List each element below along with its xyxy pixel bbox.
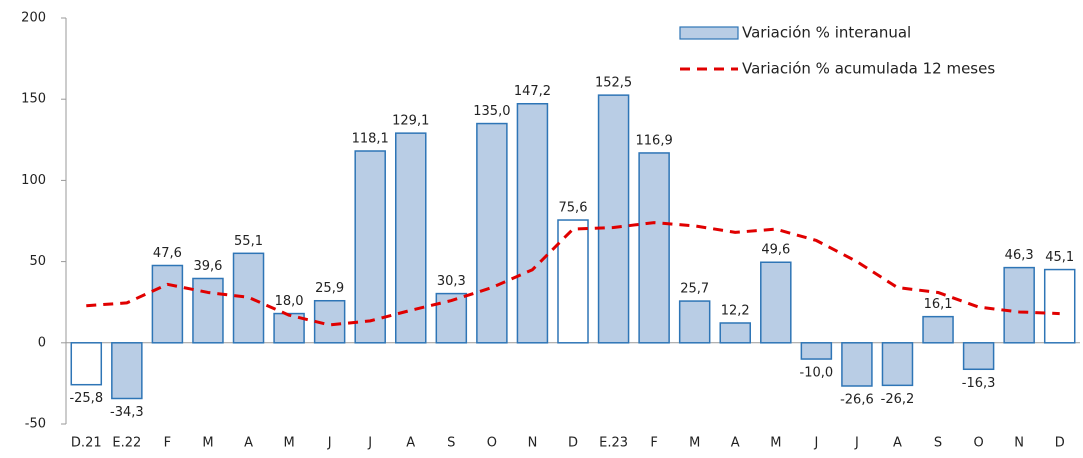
x-tick-label: A xyxy=(406,436,415,451)
value-label: 75,6 xyxy=(559,201,588,216)
value-label: 25,7 xyxy=(680,282,709,297)
y-tick-label: 0 xyxy=(38,335,46,350)
x-tick-label: O xyxy=(487,436,497,451)
x-tick-label: J xyxy=(813,436,818,451)
value-label: 25,9 xyxy=(315,281,344,296)
value-label: -25,8 xyxy=(69,391,103,406)
x-tick-label: F xyxy=(164,436,171,451)
bar xyxy=(678,300,711,344)
value-label: -16,3 xyxy=(962,376,996,391)
value-label: -26,6 xyxy=(840,392,874,407)
value-label: 30,3 xyxy=(437,274,466,289)
y-tick-label: -50 xyxy=(25,417,46,432)
bar xyxy=(516,102,549,344)
bar xyxy=(638,152,670,344)
bar xyxy=(111,342,143,400)
value-label: 47,6 xyxy=(153,246,182,261)
bar xyxy=(1003,266,1035,344)
x-tick-label: J xyxy=(367,436,372,451)
value-label: 129,1 xyxy=(392,114,429,129)
value-label: -10,0 xyxy=(800,366,834,381)
value-label: 118,1 xyxy=(352,132,389,147)
value-label: 12,2 xyxy=(721,303,750,318)
bar xyxy=(232,252,265,344)
bar xyxy=(881,342,914,387)
value-label: 46,3 xyxy=(1005,248,1034,263)
value-label: 49,6 xyxy=(761,243,790,258)
bar xyxy=(760,261,792,344)
x-tick-label: E.23 xyxy=(599,436,628,451)
x-tick-label: D.21 xyxy=(71,436,102,451)
value-label: 152,5 xyxy=(595,76,632,91)
y-tick-label: 200 xyxy=(21,11,46,26)
x-tick-label: S xyxy=(934,436,942,451)
x-tick-label: O xyxy=(973,436,983,451)
bar xyxy=(151,264,184,344)
bar xyxy=(354,150,386,344)
value-label: 116,9 xyxy=(636,133,673,148)
value-label: 39,6 xyxy=(193,259,222,274)
value-label: 16,1 xyxy=(924,297,953,312)
x-tick-label: M xyxy=(689,436,700,451)
x-tick-label: M xyxy=(202,436,213,451)
legend-label: Variación % acumulada 12 meses xyxy=(742,60,995,78)
x-tick-label: D xyxy=(568,436,578,451)
value-label: 135,0 xyxy=(473,104,510,119)
x-tick-label: S xyxy=(447,436,455,451)
legend-swatch xyxy=(679,26,739,40)
value-label: 147,2 xyxy=(514,84,551,99)
x-tick-label: N xyxy=(1014,436,1024,451)
bar xyxy=(70,342,103,386)
bar xyxy=(841,342,873,387)
value-label: -34,3 xyxy=(110,405,144,420)
x-tick-label: M xyxy=(283,436,294,451)
bar xyxy=(395,132,427,344)
y-tick-label: 150 xyxy=(21,92,46,107)
x-tick-label: A xyxy=(893,436,902,451)
legend-label: Variación % interanual xyxy=(742,24,911,42)
y-tick-label: 50 xyxy=(29,254,46,269)
x-tick-label: E.22 xyxy=(112,436,141,451)
bar xyxy=(719,322,751,344)
x-tick-label: F xyxy=(650,436,657,451)
x-tick-label: D xyxy=(1055,436,1065,451)
bar xyxy=(962,342,995,371)
y-tick-label: 100 xyxy=(21,173,46,188)
bar xyxy=(922,315,954,344)
bar xyxy=(597,94,630,344)
x-tick-label: A xyxy=(244,436,253,451)
x-tick-label: J xyxy=(327,436,332,451)
bar xyxy=(800,342,833,360)
value-label: -26,2 xyxy=(881,392,915,407)
x-tick-label: J xyxy=(854,436,859,451)
bar xyxy=(557,219,589,344)
x-tick-label: A xyxy=(731,436,740,451)
value-label: 45,1 xyxy=(1045,250,1074,265)
bar xyxy=(1043,268,1076,344)
bar xyxy=(476,122,508,344)
value-label: 18,0 xyxy=(275,294,304,309)
bar xyxy=(192,277,224,344)
x-tick-label: N xyxy=(528,436,538,451)
x-tick-label: M xyxy=(770,436,781,451)
value-label: 55,1 xyxy=(234,234,263,249)
